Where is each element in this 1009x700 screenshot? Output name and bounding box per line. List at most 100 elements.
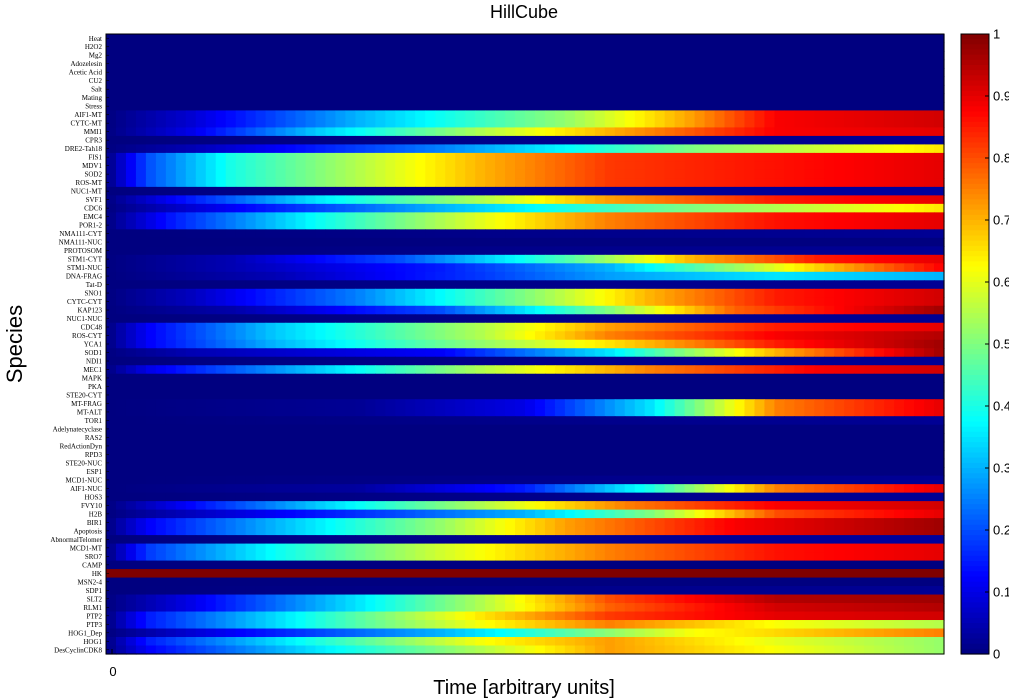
heatmap-cell [245,424,257,434]
heatmap-cell [415,144,426,154]
heatmap-cell [804,399,815,409]
heatmap-cell [145,331,157,341]
heatmap-cell [814,186,825,196]
heatmap-cell [674,458,686,468]
heatmap-cell [844,339,855,349]
heatmap-cell [175,76,187,86]
heatmap-cell [445,441,456,451]
heatmap-cell [255,433,267,443]
heatmap-cell [894,501,905,511]
heatmap-cell [285,441,297,451]
heatmap-cell [405,458,416,468]
heatmap-cell [914,186,925,196]
heatmap-cell [764,152,776,162]
heatmap-cell [495,195,506,205]
heatmap-cell [365,271,376,281]
heatmap-cell [934,373,945,383]
heatmap-cell [564,254,576,264]
heatmap-cell [435,59,446,69]
heatmap-cell [544,161,556,171]
heatmap-cell [215,271,227,281]
heatmap-cell [824,365,835,375]
heatmap-cell [754,212,766,222]
heatmap-cell [604,518,616,528]
heatmap-cell [614,118,626,129]
heatmap-cell [874,390,885,400]
heatmap-cell [445,305,456,315]
heatmap-cell [165,34,177,44]
heatmap-cell [634,356,646,366]
heatmap-cell [435,450,446,460]
heatmap-cell [544,492,556,502]
heatmap-cell [814,246,825,256]
heatmap-cell [874,203,885,213]
heatmap-cell [245,518,257,528]
heatmap-cell [215,356,227,366]
heatmap-cell [604,186,616,196]
heatmap-cell [634,501,646,511]
heatmap-cell [664,322,676,332]
heatmap-cell [544,212,556,222]
heatmap-cell [534,237,546,247]
heatmap-cell [704,220,716,230]
heatmap-cell [135,263,147,273]
heatmap-cell [255,76,267,86]
heatmap-cell [375,169,386,179]
heatmap-cell [455,178,466,188]
heatmap-cell [884,467,895,477]
heatmap-cell [864,280,875,290]
heatmap-cell [854,467,865,477]
heatmap-cell [355,390,366,400]
heatmap-cell [265,407,277,417]
heatmap-cell [624,348,636,358]
heatmap-cell [155,297,167,307]
heatmap-cell [305,144,317,154]
heatmap-cell [764,254,776,264]
heatmap-cell [864,509,875,519]
heatmap-cell [574,356,586,366]
heatmap-cell [684,399,696,409]
heatmap-cell [185,42,197,52]
heatmap-cell [874,382,885,392]
heatmap-cell [784,76,795,86]
heatmap-cell [894,118,905,129]
heatmap-cell [654,254,666,264]
heatmap-cell [644,280,656,290]
heatmap-cell [854,263,865,273]
heatmap-cell [255,492,267,502]
heatmap-cell [315,118,327,129]
heatmap-cell [325,237,337,247]
heatmap-cell [235,339,247,349]
heatmap-cell [544,390,556,400]
heatmap-cell [684,382,696,392]
heatmap-cell [415,339,426,349]
heatmap-cell [415,135,426,146]
heatmap-cell [674,127,686,137]
heatmap-row [106,365,945,375]
heatmap-cell [195,467,207,477]
heatmap-cell [914,144,925,154]
heatmap-cell [375,50,386,61]
heatmap-cell [584,67,596,78]
heatmap-cell [185,501,197,511]
heatmap-row [106,169,945,179]
heatmap-cell [285,110,297,120]
heatmap-cell [634,484,646,494]
heatmap-cell [594,492,606,502]
heatmap-cell [544,34,556,44]
heatmap-cell [275,118,287,129]
heatmap-cell [185,509,197,519]
heatmap-cell [125,492,137,502]
heatmap-cell [814,390,825,400]
heatmap-cell [814,135,825,146]
heatmap-cell [375,246,386,256]
heatmap-cell [574,509,586,519]
heatmap-cell [874,246,885,256]
heatmap-cell [744,186,756,196]
heatmap-cell [664,246,676,256]
heatmap-cell [475,501,486,511]
heatmap-cell [694,433,706,443]
heatmap-cell [634,254,646,264]
heatmap-cell [106,373,117,383]
heatmap-cell [165,50,177,61]
